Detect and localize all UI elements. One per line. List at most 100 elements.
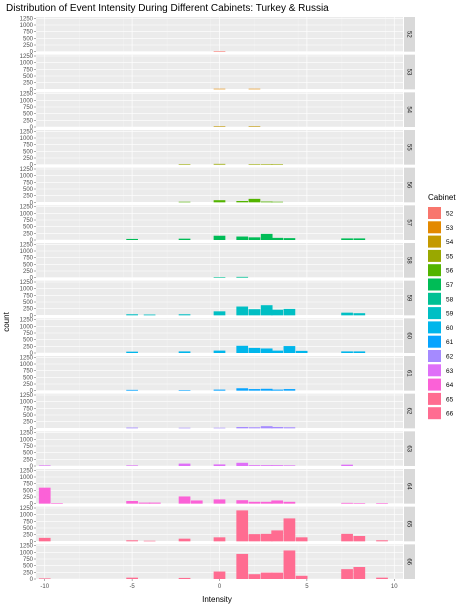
- histogram-bar: [260, 388, 273, 391]
- legend-swatch: [428, 407, 441, 420]
- legend-swatch: [428, 392, 441, 405]
- histogram-bar: [178, 164, 191, 165]
- y-tick-label: 250: [23, 457, 34, 463]
- histogram-bar: [260, 201, 273, 203]
- legend-label: 66: [446, 411, 454, 418]
- y-tick-label: 750: [23, 67, 34, 73]
- histogram-bar: [271, 237, 284, 240]
- histogram-bar: [236, 388, 249, 391]
- chart-title: Distribution of Event Intensity During D…: [6, 3, 329, 14]
- histogram-bar: [248, 237, 261, 240]
- histogram-bar: [126, 465, 138, 466]
- histogram-bar: [271, 427, 284, 429]
- histogram-bar: [190, 500, 203, 504]
- facet-strip: [404, 92, 415, 127]
- histogram-bar: [353, 567, 366, 579]
- y-tick-label: 1000: [20, 324, 34, 330]
- histogram-bar: [236, 201, 249, 203]
- histogram-bar: [283, 501, 296, 504]
- facet-strip: [404, 243, 415, 278]
- histogram-bar: [248, 501, 261, 504]
- y-tick-label: 1250: [20, 506, 34, 512]
- y-tick-label: 250: [23, 533, 34, 539]
- y-tick-label: 250: [23, 570, 34, 576]
- histogram-bar: [236, 462, 249, 466]
- y-tick-label: 750: [23, 519, 34, 525]
- histogram-bar: [341, 569, 353, 579]
- histogram-bar: [283, 238, 296, 240]
- y-tick-label: 0: [30, 389, 34, 395]
- histogram-bar: [213, 427, 226, 429]
- y-tick-label: 1000: [20, 98, 34, 104]
- histogram-bar: [213, 163, 226, 165]
- histogram-bar: [178, 538, 191, 542]
- y-tick-label: 1000: [20, 249, 34, 255]
- y-tick-label: 0: [30, 276, 34, 282]
- y-tick-label: 1000: [20, 287, 34, 293]
- histogram-bar: [341, 351, 353, 353]
- facet-strip-label: 65: [406, 521, 412, 528]
- y-tick-label: 500: [23, 413, 34, 419]
- histogram-bar: [126, 540, 138, 542]
- y-tick-label: 0: [30, 426, 34, 432]
- histogram-bar: [260, 233, 273, 240]
- y-tick-label: 1250: [20, 318, 34, 324]
- histogram-bar: [248, 534, 261, 542]
- histogram-bar: [341, 533, 353, 542]
- histogram-bar: [271, 164, 284, 165]
- y-tick-label: 500: [23, 375, 34, 381]
- facet-strip-label: 66: [406, 558, 412, 565]
- y-tick-label: 250: [23, 231, 34, 237]
- y-tick-label: 0: [30, 539, 34, 545]
- histogram-bar: [126, 351, 138, 353]
- histogram-bar: [126, 427, 138, 429]
- x-tick-label: 5: [305, 584, 309, 590]
- histogram-bar: [248, 389, 261, 391]
- y-tick-label: 1000: [20, 400, 34, 406]
- histogram-bar: [271, 350, 284, 353]
- histogram-bar: [353, 503, 366, 504]
- y-axis-title: count: [2, 311, 11, 331]
- y-tick-label: 1250: [20, 280, 34, 286]
- histogram-bar: [271, 465, 284, 466]
- histogram-bar: [178, 238, 191, 240]
- x-tick-label: 0: [218, 584, 222, 590]
- y-tick-label: 250: [23, 382, 34, 388]
- y-tick-label: 500: [23, 488, 34, 494]
- y-tick-label: 500: [23, 225, 34, 231]
- legend-label: 63: [446, 368, 454, 375]
- facet-strip: [404, 17, 415, 52]
- histogram-bar: [248, 465, 261, 466]
- y-tick-label: 750: [23, 444, 34, 450]
- legend-label: 62: [446, 354, 454, 361]
- histogram-bar: [295, 350, 308, 353]
- histogram-bar: [341, 312, 353, 316]
- facet-strip: [404, 506, 415, 542]
- histogram-bar: [51, 503, 63, 504]
- y-tick-label: 1000: [20, 362, 34, 368]
- y-tick-label: 500: [23, 564, 34, 570]
- y-tick-label: 0: [30, 200, 34, 206]
- facet-strip: [404, 280, 415, 316]
- legend-swatch: [428, 378, 441, 391]
- facet-strip-label: 60: [406, 332, 412, 339]
- y-tick-label: 0: [30, 577, 34, 583]
- y-tick-label: 0: [30, 50, 34, 56]
- y-tick-label: 500: [23, 451, 34, 457]
- facet-strip: [404, 356, 415, 391]
- legend-swatch: [428, 335, 441, 348]
- facet-strip: [404, 54, 415, 90]
- histogram-bar: [271, 309, 284, 316]
- histogram-bar: [295, 537, 308, 542]
- y-tick-label: 250: [23, 344, 34, 350]
- y-tick-label: 0: [30, 464, 34, 470]
- y-tick-label: 1250: [20, 54, 34, 60]
- histogram-bar: [213, 200, 226, 203]
- histogram-bar: [213, 537, 226, 542]
- histogram-bar: [271, 389, 284, 391]
- histogram-bar: [260, 305, 273, 316]
- y-tick-label: 1250: [20, 242, 34, 248]
- histogram-bar: [213, 51, 226, 52]
